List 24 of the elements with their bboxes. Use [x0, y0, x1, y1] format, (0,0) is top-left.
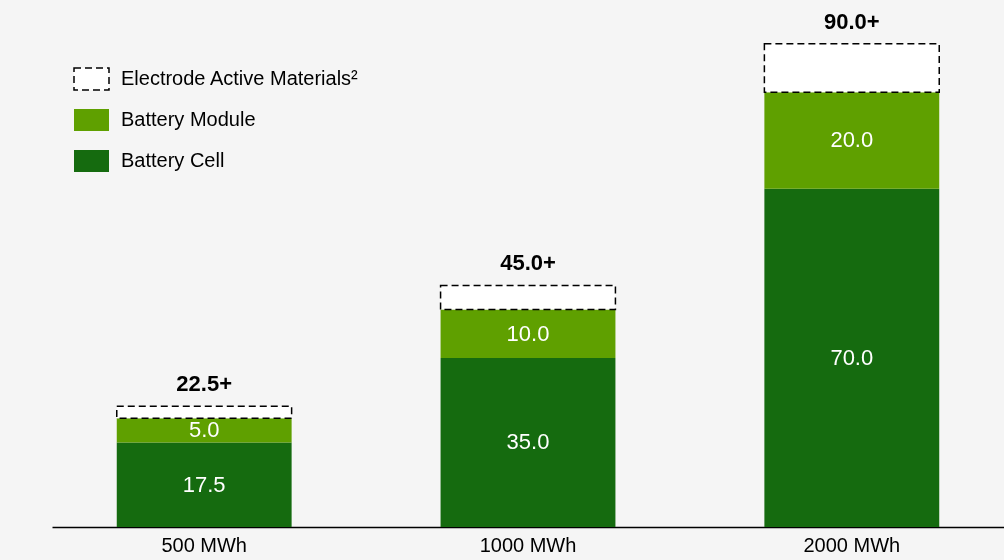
legend-label: Electrode Active Materials²: [121, 67, 359, 89]
bar: [764, 188, 940, 527]
bar: [763, 43, 940, 93]
legend-label: Battery Module: [121, 108, 256, 130]
bar: [439, 284, 617, 311]
data-label: 20.0: [830, 127, 874, 153]
x-tick-label: 2000 MWh: [803, 533, 901, 556]
x-tick-label: 500 MWh: [161, 533, 247, 556]
bar: [116, 418, 292, 443]
bar: [764, 92, 940, 189]
data-label: 5.0: [188, 417, 220, 443]
bar: [440, 309, 616, 358]
bar: [116, 405, 293, 420]
data-label: 70.0: [830, 344, 874, 370]
data-label: 10.0: [506, 320, 550, 346]
total-label: 22.5+: [176, 371, 233, 397]
x-tick-label: 1000 MWh: [479, 533, 577, 556]
total-label: 90.0+: [823, 8, 880, 34]
data-label: 17.5: [182, 471, 226, 497]
bar: [440, 357, 616, 527]
total-label: 45.0+: [500, 250, 556, 276]
bar: [116, 442, 292, 527]
legend-label: Battery Cell: [121, 149, 225, 171]
data-label: 35.0: [506, 429, 550, 455]
